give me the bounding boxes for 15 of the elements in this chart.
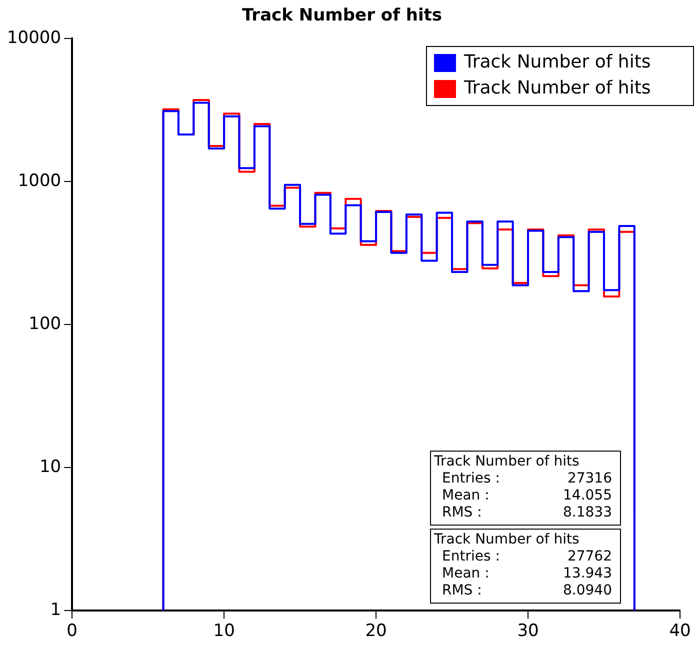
- y-tick-label: 100: [28, 314, 62, 334]
- text: Track Number of hits Entries : 27316 Mean : 14.055 RMS : 8.1833: [434, 454, 612, 521]
- y-tick-label: 1000: [18, 170, 62, 191]
- y-tick-label: 1: [50, 600, 62, 620]
- x-tick-label: 10: [213, 621, 235, 642]
- legend-label: Track Number of hits: [463, 52, 651, 73]
- y-tick-label: 10: [39, 456, 62, 477]
- x-tick-label: 20: [365, 621, 387, 642]
- x-tick-label: 40: [669, 621, 691, 642]
- y-tick-label: 10000: [6, 28, 62, 48]
- text: Track Number of hits Entries : 27762 Mean : 13.943 RMS : 8.0940: [434, 532, 612, 599]
- x-tick-label: 30: [517, 621, 539, 642]
- chart-title: Track Number of hits: [242, 6, 442, 26]
- legend-label: Track Number of hits: [463, 78, 651, 99]
- x-tick-label: 0: [66, 621, 78, 642]
